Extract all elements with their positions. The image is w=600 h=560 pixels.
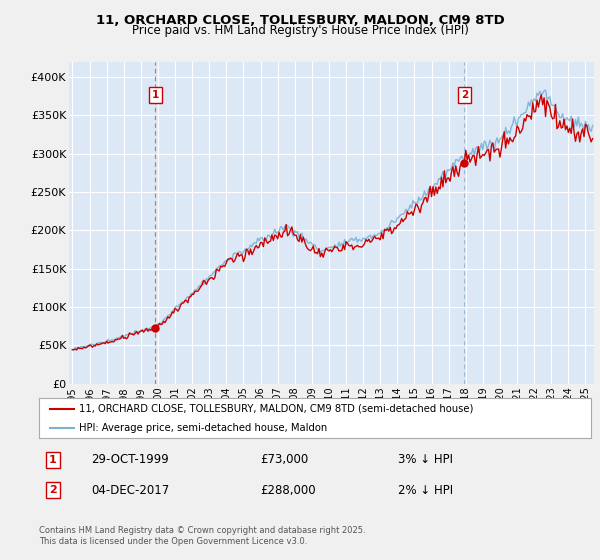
Text: £73,000: £73,000 (260, 454, 308, 466)
Text: 2: 2 (461, 90, 468, 100)
Text: 2% ↓ HPI: 2% ↓ HPI (398, 484, 453, 497)
Text: Price paid vs. HM Land Registry's House Price Index (HPI): Price paid vs. HM Land Registry's House … (131, 24, 469, 37)
Text: 1: 1 (49, 455, 56, 465)
Text: 29-OCT-1999: 29-OCT-1999 (91, 454, 169, 466)
Text: Contains HM Land Registry data © Crown copyright and database right 2025.
This d: Contains HM Land Registry data © Crown c… (39, 526, 365, 546)
Text: HPI: Average price, semi-detached house, Maldon: HPI: Average price, semi-detached house,… (79, 423, 327, 433)
Text: 3% ↓ HPI: 3% ↓ HPI (398, 454, 453, 466)
Text: 1: 1 (151, 90, 158, 100)
Text: £288,000: £288,000 (260, 484, 316, 497)
Text: 11, ORCHARD CLOSE, TOLLESBURY, MALDON, CM9 8TD: 11, ORCHARD CLOSE, TOLLESBURY, MALDON, C… (95, 14, 505, 27)
Text: 04-DEC-2017: 04-DEC-2017 (91, 484, 170, 497)
Text: 11, ORCHARD CLOSE, TOLLESBURY, MALDON, CM9 8TD (semi-detached house): 11, ORCHARD CLOSE, TOLLESBURY, MALDON, C… (79, 404, 473, 414)
Text: 2: 2 (49, 485, 56, 495)
